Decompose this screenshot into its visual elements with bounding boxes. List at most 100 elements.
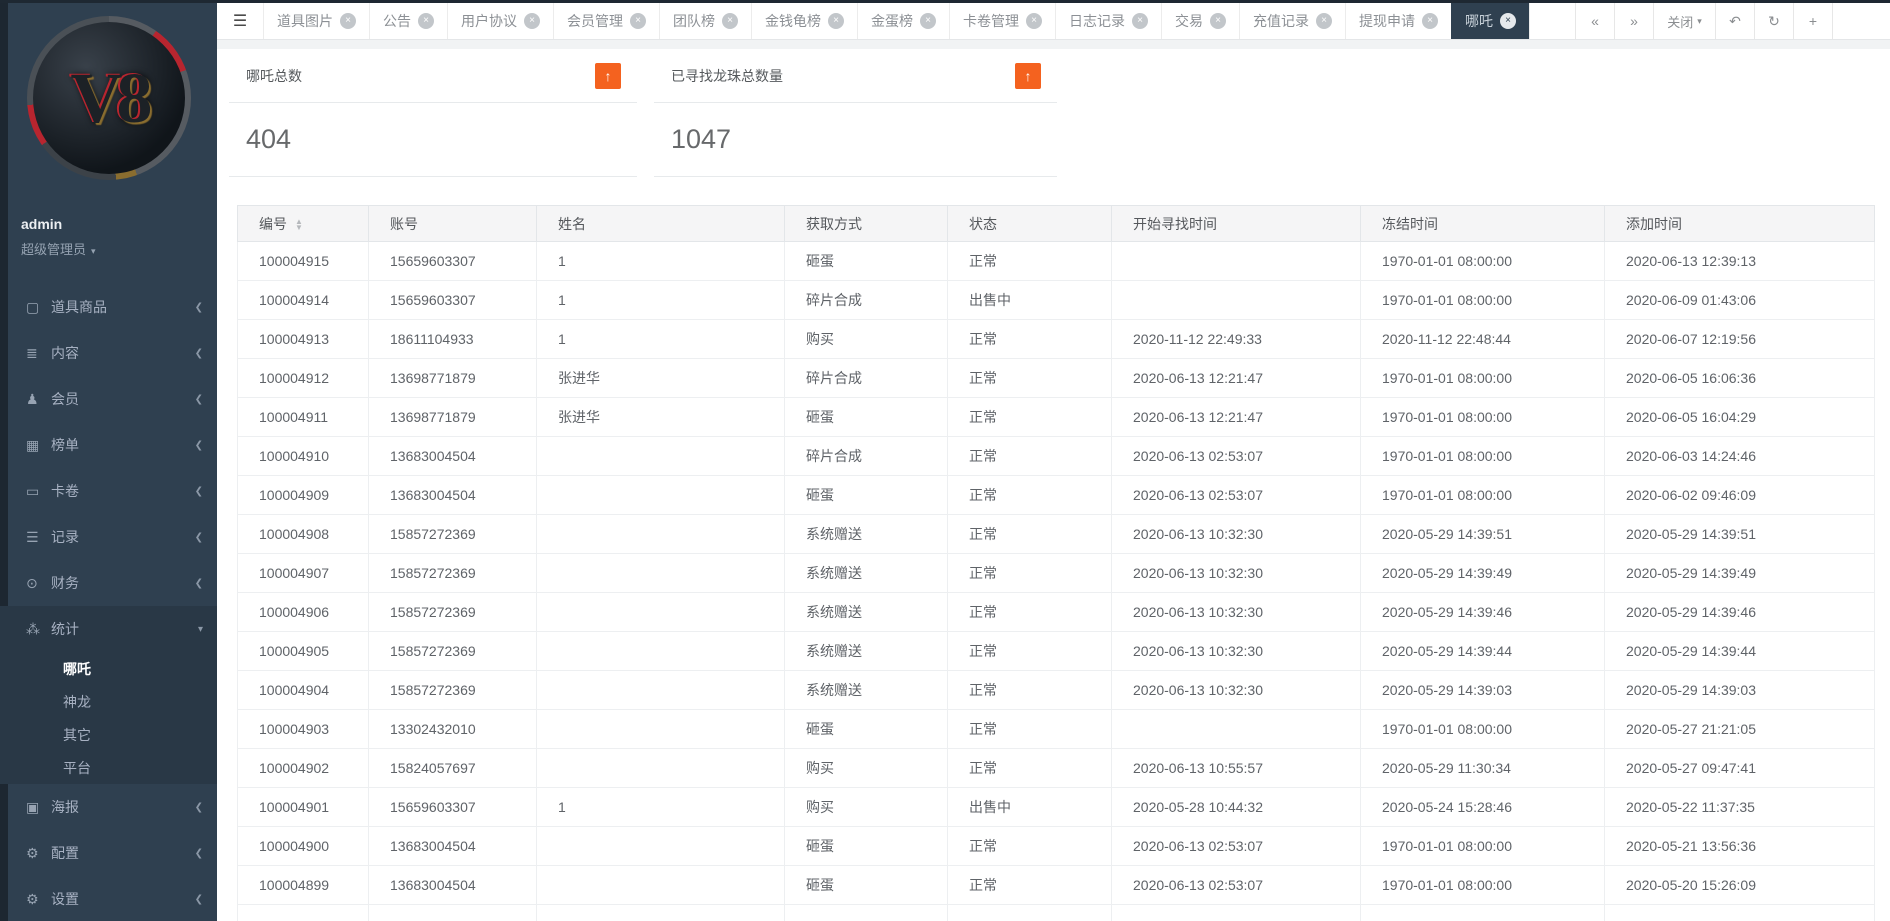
sidebar-menu-item[interactable]: ▣ 海报 ❮ [0, 784, 217, 830]
tab[interactable]: 日志记录 × [1055, 3, 1161, 39]
sidebar-toggle-button[interactable]: ☰ [232, 13, 248, 30]
scroll-tabs-left-button[interactable]: « [1575, 3, 1614, 39]
tab-close-icon[interactable]: × [630, 13, 646, 29]
tab-close-icon[interactable]: × [1422, 13, 1438, 29]
cell-name: 1 [536, 319, 785, 359]
sidebar-menu-item[interactable]: 其它 [0, 718, 217, 751]
cell-id: 100004913 [237, 319, 369, 359]
stat-value: 1047 [671, 124, 732, 154]
table-row: 100004910 13683004504 碎片合成 正常 2020-06-13… [237, 436, 1875, 476]
close-tabs-dropdown[interactable]: 关闭 ▾ [1653, 3, 1715, 39]
sidebar-menu-item[interactable]: ⁂ 统计 ▾ [0, 606, 217, 652]
cell-add-time: 2020-05-27 21:21:05 [1604, 709, 1875, 749]
tab[interactable]: 用户协议 × [447, 3, 553, 39]
tab[interactable]: 会员管理 × [553, 3, 659, 39]
chevron-icon: ❮ [194, 577, 203, 589]
table-row: 100004904 15857272369 系统赠送 正常 2020-06-13… [237, 670, 1875, 710]
cell-name: 张进华 [536, 358, 785, 398]
cell-status: 正常 [947, 592, 1112, 632]
back-button[interactable]: ↶ [1715, 3, 1754, 39]
stat-card: 哪吒总数 ↑ 404 [229, 49, 637, 177]
tab-close-icon[interactable]: × [722, 13, 738, 29]
cell-status: 正常 [947, 358, 1112, 398]
column-header-id[interactable]: 编号 ▲ ▼ [237, 205, 369, 242]
sidebar-menu-item[interactable]: 哪吒 [0, 652, 217, 685]
tab-close-icon[interactable]: × [418, 13, 434, 29]
menu-item-icon: ▭ [26, 482, 40, 499]
menu-item-label: 会员 [51, 391, 79, 407]
sidebar-menu-item[interactable]: ▭ 卡卷 ❮ [0, 468, 217, 514]
menu-item-label: 内容 [51, 345, 79, 361]
column-header-acquire-method: 获取方式 [784, 205, 948, 242]
cell-status: 出售中 [947, 787, 1112, 827]
sidebar-menu-item[interactable]: ⚙ 配置 ❮ [0, 830, 217, 876]
cell-search-start-time: 2020-05-28 10:44:32 [1111, 787, 1361, 827]
cell-status: 正常 [947, 241, 1112, 281]
topbar-spacer [1832, 3, 1890, 39]
tab[interactable]: 公告 × [369, 3, 447, 39]
expand-button[interactable]: + [1793, 3, 1832, 39]
stat-card-header: 已寻找龙珠总数量 ↑ [654, 49, 1057, 103]
close-tabs-label: 关闭 [1667, 14, 1694, 30]
tab[interactable]: 卡卷管理 × [949, 3, 1055, 39]
tab-close-icon[interactable]: × [828, 13, 844, 29]
sidebar-menu-item[interactable]: 平台 [0, 751, 217, 784]
tab-close-icon[interactable]: × [920, 13, 936, 29]
table-row: 100004906 15857272369 系统赠送 正常 2020-06-13… [237, 592, 1875, 632]
tab[interactable]: 哪吒 × [1451, 3, 1530, 39]
tab[interactable]: 充值记录 × [1239, 3, 1345, 39]
data-table: 编号 ▲ ▼ 账号 姓名 获取方式 状态 开始寻找时间 冻结时间 添加时间 1000… [237, 205, 1875, 921]
sidebar-menu-item[interactable]: ≣ 内容 ❮ [0, 330, 217, 376]
sidebar-menu-item[interactable]: ♟ 会员 ❮ [0, 376, 217, 422]
cell-acquire-method: 砸蛋 [784, 709, 948, 749]
tab-close-icon[interactable]: × [524, 13, 540, 29]
menu-item-label: 榜单 [51, 437, 79, 453]
user-block: admin 超级管理员 ▾ [21, 216, 217, 258]
menu-item-icon: ⁂ [26, 620, 40, 637]
menu-item-label: 配置 [51, 845, 79, 861]
cell-add-time: 2020-05-29 14:39:03 [1604, 670, 1875, 710]
scroll-tabs-right-button[interactable]: » [1614, 3, 1653, 39]
refresh-button[interactable]: ↻ [1754, 3, 1793, 39]
cell-id: 100004908 [237, 514, 369, 554]
window-top-edge [0, 0, 1890, 3]
sidebar: V8 admin 超级管理员 ▾ ▢ 道具商品 ❮ ≣ 内容 ❮ ♟ 会员 ❮ ▦… [0, 0, 217, 921]
cell-account: 15659603307 [368, 241, 537, 281]
tab-close-icon[interactable]: × [340, 13, 356, 29]
tab-close-icon[interactable]: × [1316, 13, 1332, 29]
tab[interactable]: 团队榜 × [659, 3, 751, 39]
tab[interactable]: 道具图片 × [263, 3, 369, 39]
sidebar-menu-item[interactable]: ▦ 榜单 ❮ [0, 422, 217, 468]
sidebar-menu-item[interactable]: ⊙ 财务 ❮ [0, 560, 217, 606]
tab-close-icon[interactable]: × [1026, 13, 1042, 29]
cell-acquire-method: 购买 [784, 787, 948, 827]
tab-close-icon[interactable]: × [1132, 13, 1148, 29]
tab[interactable]: 金蛋榜 × [857, 3, 949, 39]
tab-close-icon[interactable]: × [1210, 13, 1226, 29]
cell-id: 100004914 [237, 280, 369, 320]
caret-down-icon: ▾ [1697, 15, 1702, 26]
tab[interactable]: 交易 × [1161, 3, 1239, 39]
cell-account: 13683004504 [368, 436, 537, 476]
tab[interactable]: 提现申请 × [1345, 3, 1451, 39]
cell-search-start-time: 2020-06-13 02:53:07 [1111, 436, 1361, 476]
tab-close-icon[interactable]: × [1500, 13, 1516, 29]
cell-freeze-time: 1970-01-01 08:00:00 [1360, 397, 1605, 437]
cell-freeze-time: 2020-05-29 14:39:46 [1360, 592, 1605, 632]
cell-acquire-method: 购买 [784, 748, 948, 788]
sidebar-menu-item[interactable]: 神龙 [0, 685, 217, 718]
cell-name: 1 [536, 280, 785, 320]
table-row: 100004914 15659603307 1 碎片合成 出售中 1970-01… [237, 280, 1875, 320]
cell-account: 13683004504 [368, 865, 537, 905]
cell-search-start-time: 2020-06-13 12:21:47 [1111, 397, 1361, 437]
sidebar-menu-item[interactable]: ⚙ 设置 ❮ [0, 876, 217, 921]
sidebar-menu-item[interactable]: ☰ 记录 ❮ [0, 514, 217, 560]
tab[interactable]: 金钱龟榜 × [751, 3, 857, 39]
sidebar-menu-item[interactable]: ▢ 道具商品 ❮ [0, 284, 217, 330]
sort-icon[interactable]: ▲ ▼ [295, 216, 303, 232]
user-role-dropdown[interactable]: 超级管理员 ▾ [21, 239, 217, 258]
cell-id: 100004904 [237, 670, 369, 710]
column-header-name: 姓名 [536, 205, 785, 242]
cell-status: 正常 [947, 709, 1112, 749]
column-header-add-time: 添加时间 [1604, 205, 1875, 242]
